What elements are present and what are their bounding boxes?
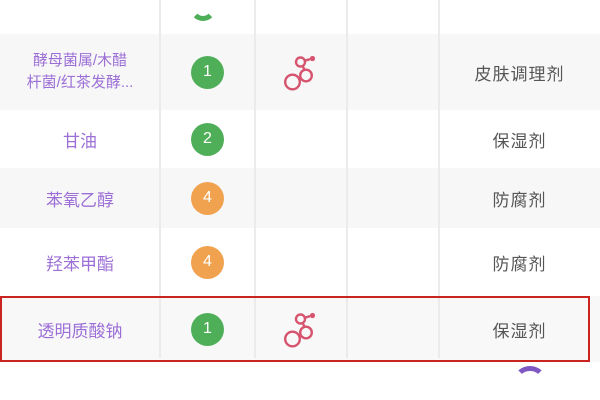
ingredient-function: 保湿剂 — [492, 321, 547, 341]
ingredient-name: 苯氧乙醇 — [46, 190, 114, 210]
table-row-highlighted[interactable]: 透明质酸钠 1 保湿剂 — [0, 296, 600, 362]
column-separator — [346, 0, 348, 358]
ingredient-name: 透明质酸钠 — [37, 321, 123, 341]
ingredient-function: 皮肤调理剂 — [474, 64, 565, 84]
ingredient-function: 防腐剂 — [492, 254, 547, 274]
safety-score-badge[interactable]: 2 — [191, 122, 224, 156]
safety-score-badge[interactable]: 1 — [191, 55, 224, 89]
column-separator — [438, 0, 440, 358]
table-row[interactable]: 羟苯甲酯 4 防腐剂 — [0, 228, 600, 296]
partial-purple-badge — [514, 366, 546, 394]
molecule-icon[interactable] — [282, 52, 320, 92]
table-row[interactable]: 甘油 2 保湿剂 — [0, 110, 600, 168]
partial-green-badge — [190, 0, 216, 21]
safety-score-badge[interactable]: 4 — [191, 181, 224, 215]
table-row-partial-top[interactable] — [0, 0, 600, 34]
ingredient-name: 甘油 — [63, 131, 97, 151]
safety-score-badge[interactable]: 1 — [191, 312, 224, 346]
table-row[interactable]: 苯氧乙醇 4 防腐剂 — [0, 168, 600, 228]
table-row[interactable]: 酵母菌属/木醋 杆菌/红茶发酵... 1 皮肤调理剂 — [0, 34, 600, 110]
ingredient-function: 防腐剂 — [492, 190, 547, 210]
column-separator — [254, 0, 256, 358]
safety-score-badge[interactable]: 4 — [191, 245, 224, 279]
column-separator — [159, 0, 161, 358]
ingredient-name: 羟苯甲酯 — [46, 254, 114, 274]
ingredient-name: 酵母菌属/木醋 杆菌/红茶发酵... — [26, 51, 134, 92]
molecule-icon[interactable] — [282, 309, 320, 349]
ingredient-function: 保湿剂 — [492, 131, 547, 151]
